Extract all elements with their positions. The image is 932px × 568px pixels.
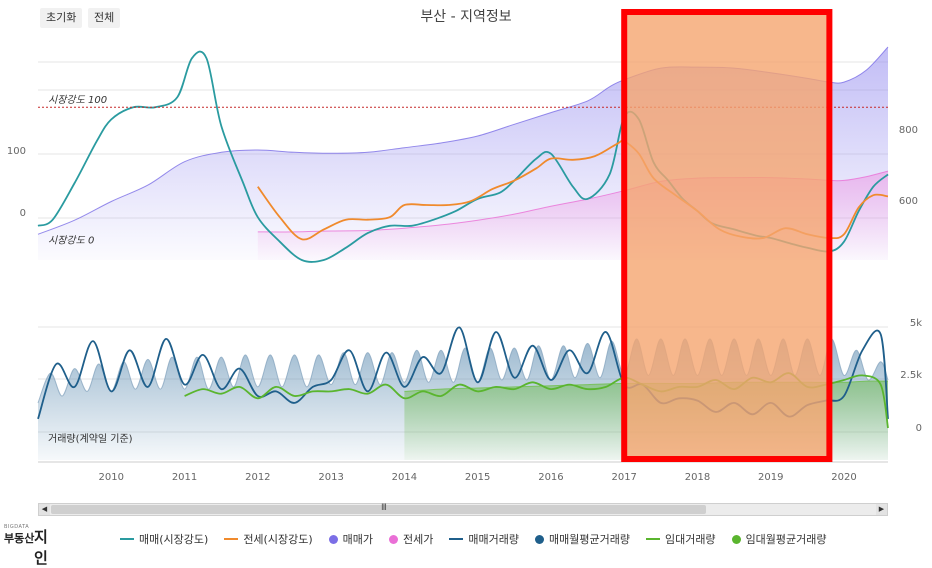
legend-item-5[interactable]: 매매월평균거래량 — [534, 531, 630, 547]
legend-swatch-icon — [645, 538, 660, 540]
x-tick-2010: 2010 — [99, 472, 124, 483]
legend-swatch-icon — [120, 538, 134, 540]
logo-tagline-icon: BIGDATA — [4, 524, 30, 530]
legend-swatch-icon — [328, 534, 338, 544]
scrollbar-thumb[interactable]: III — [51, 503, 706, 514]
x-tick-2015: 2015 — [465, 472, 490, 483]
reference-lines: 시장강도 100 시장강도 0 거래량(계약일 기준) — [38, 94, 888, 445]
legend-item-7[interactable]: 임대월평균거래량 — [731, 531, 827, 547]
right-price-tick-1: 600 — [899, 196, 918, 207]
highlight-box — [621, 9, 833, 462]
legend-item-3[interactable]: 전세가 — [389, 531, 433, 547]
right-volume-tick-2: 0 — [916, 423, 922, 434]
all-range-button[interactable]: 전체 — [88, 8, 121, 28]
legend-label: 전세(시장강도) — [243, 533, 313, 546]
legend-item-6[interactable]: 임대거래량 — [645, 531, 716, 547]
x-tick-2017: 2017 — [611, 472, 636, 483]
legend-swatch-icon — [731, 534, 741, 544]
reset-button[interactable]: 초기화 — [40, 8, 83, 28]
x-tick-2020: 2020 — [831, 472, 856, 483]
highlight-rect — [621, 9, 833, 462]
left-tick-1: 0 — [20, 208, 26, 219]
legend-swatch-icon — [449, 538, 464, 540]
legend-label: 매매가 — [342, 533, 373, 546]
volume-label: 거래량(계약일 기준) — [48, 433, 133, 445]
scroll-left-arrow-icon[interactable]: ◀ — [39, 504, 50, 515]
legend-item-1[interactable]: 전세(시장강도) — [224, 531, 313, 547]
legend-item-4[interactable]: 매매거래량 — [449, 531, 519, 547]
logo-wordmark-icon: 부동산 — [4, 532, 35, 545]
x-tick-2018: 2018 — [685, 472, 710, 483]
scroll-right-arrow-icon[interactable]: ▶ — [876, 504, 887, 515]
x-tick-2011: 2011 — [172, 472, 197, 483]
x-tick-2013: 2013 — [318, 472, 343, 483]
right-volume-tick-1: 2.5k — [900, 370, 922, 381]
legend-label: 매매월평균거래량 — [548, 533, 630, 546]
right-volume-tick-0: 5k — [910, 318, 922, 329]
legend-label: 전세가 — [403, 533, 434, 546]
strength-0-label: 시장강도 0 — [48, 234, 94, 246]
legend-label: 매매거래량 — [468, 533, 519, 546]
x-tick-2016: 2016 — [538, 472, 563, 483]
chart-legend: 매매(시장강도) 전세(시장강도) 매매가 전세가 매매거래량 매매월평균거래량 임대거래량… — [120, 530, 827, 548]
brand-logo: BIGDATA 부동산 지인 — [4, 524, 60, 567]
legend-item-0[interactable]: 매매(시장강도) — [120, 531, 208, 547]
legend-label: 임대거래량 — [664, 533, 716, 546]
right-price-tick-0: 800 — [899, 125, 918, 136]
legend-label: 임대월평균거래량 — [745, 533, 827, 546]
legend-swatch-icon — [389, 534, 398, 544]
legend-swatch-icon — [534, 534, 544, 544]
legend-label: 매매(시장강도) — [139, 533, 209, 546]
legend-swatch-icon — [224, 538, 239, 540]
left-tick-0: 100 — [7, 146, 26, 157]
range-scrollbar[interactable]: ◀ III ▶ — [38, 503, 888, 516]
strength-100-label: 시장강도 100 — [48, 94, 107, 106]
axis-labels: 2010 2011 2012 2013 2014 2015 2016 2017 2018 2019… — [7, 125, 922, 483]
grip-icon: III — [381, 503, 387, 513]
x-tick-2014: 2014 — [392, 472, 417, 483]
legend-item-2[interactable]: 매매가 — [328, 531, 373, 547]
chart-title: 부산 - 지역정보 — [420, 9, 512, 25]
x-tick-2019: 2019 — [758, 472, 783, 483]
x-tick-2012: 2012 — [245, 472, 270, 483]
